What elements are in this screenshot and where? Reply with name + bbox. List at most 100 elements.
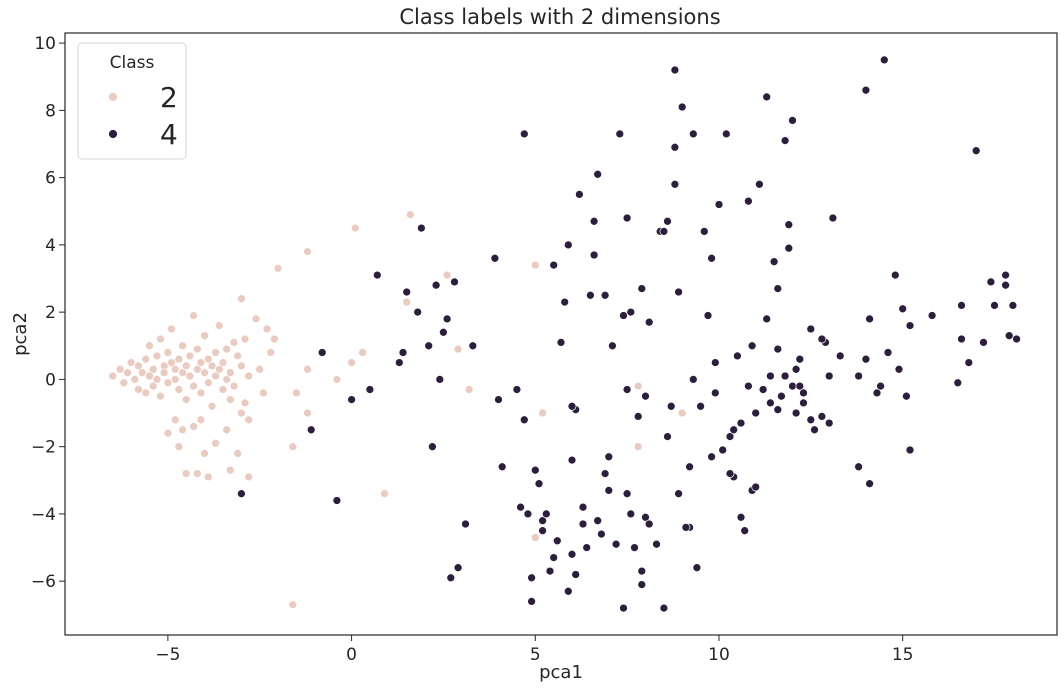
legend-label-4: 4: [160, 118, 178, 151]
point-class-2: [229, 381, 239, 391]
point-class-2: [225, 465, 235, 475]
point-class-2: [152, 351, 162, 361]
point-class-2: [229, 338, 239, 347]
point-class-4: [450, 277, 459, 287]
point-class-4: [736, 418, 746, 428]
point-class-4: [597, 529, 606, 539]
point-class-4: [879, 55, 889, 65]
point-class-4: [332, 496, 342, 505]
point-class-2: [350, 223, 360, 233]
point-class-4: [710, 388, 720, 398]
point-class-4: [703, 311, 713, 320]
y-axis-label: pca2: [10, 312, 31, 356]
point-class-4: [902, 391, 911, 401]
point-class-4: [688, 129, 698, 139]
point-class-2: [233, 351, 243, 361]
point-class-4: [927, 311, 937, 320]
point-class-2: [174, 385, 184, 394]
point-class-4: [1001, 270, 1010, 280]
point-class-4: [791, 408, 801, 418]
point-class-2: [123, 368, 132, 378]
point-class-4: [773, 284, 783, 293]
point-class-4: [494, 395, 503, 404]
point-class-2: [259, 388, 268, 398]
point-class-4: [971, 146, 981, 156]
point-class-4: [556, 338, 566, 347]
point-class-2: [178, 425, 187, 435]
point-class-2: [303, 247, 312, 256]
y-tick-label: 2: [45, 303, 56, 323]
point-class-4: [721, 129, 731, 139]
point-class-4: [780, 136, 790, 145]
point-class-2: [222, 425, 232, 435]
point-class-4: [516, 502, 525, 512]
point-class-2: [163, 348, 173, 357]
point-class-4: [777, 391, 786, 401]
point-class-4: [795, 354, 805, 364]
point-class-4: [402, 287, 412, 297]
point-class-4: [696, 401, 705, 411]
point-class-4: [563, 240, 573, 250]
point-class-4: [586, 290, 595, 300]
y-tick-label: −6: [31, 572, 56, 592]
point-class-2: [185, 371, 195, 381]
point-class-4: [854, 371, 863, 381]
point-class-2: [207, 361, 217, 371]
point-class-2: [237, 294, 246, 304]
point-class-2: [156, 334, 165, 344]
point-class-4: [762, 92, 772, 102]
point-class-4: [446, 573, 456, 583]
point-class-4: [890, 270, 900, 280]
point-class-2: [189, 422, 198, 431]
point-class-2: [270, 334, 279, 344]
point-class-4: [692, 563, 702, 573]
point-class-4: [641, 391, 650, 401]
point-class-4: [519, 415, 529, 425]
point-class-4: [828, 213, 838, 223]
point-class-4: [442, 314, 452, 324]
plot-frame: [64, 32, 1058, 636]
point-class-2: [380, 489, 389, 499]
point-class-4: [622, 213, 632, 223]
point-class-4: [747, 341, 757, 351]
point-class-4: [461, 519, 470, 529]
x-tick-label: 5: [530, 645, 541, 665]
point-class-4: [986, 277, 996, 287]
point-class-2: [303, 408, 312, 418]
point-class-2: [115, 364, 125, 374]
point-class-4: [571, 570, 581, 579]
point-class-2: [262, 324, 272, 334]
point-class-4: [810, 425, 819, 435]
point-class-2: [196, 415, 206, 425]
point-class-2: [211, 438, 220, 448]
point-class-4: [630, 543, 639, 552]
point-class-4: [799, 388, 808, 398]
point-class-2: [137, 368, 147, 378]
point-class-4: [615, 129, 625, 139]
point-class-2: [181, 469, 191, 478]
point-class-4: [641, 512, 650, 522]
point-class-4: [428, 442, 437, 452]
point-class-2: [207, 401, 217, 411]
point-class-4: [237, 489, 246, 499]
point-class-4: [714, 200, 724, 209]
point-class-4: [953, 378, 963, 388]
point-class-4: [894, 364, 904, 374]
point-class-2: [225, 368, 235, 378]
point-class-2: [119, 378, 129, 388]
point-class-2: [358, 348, 367, 357]
point-class-2: [170, 415, 180, 425]
point-class-2: [189, 381, 198, 391]
point-class-4: [758, 385, 768, 394]
point-class-4: [347, 395, 356, 404]
point-class-4: [644, 519, 654, 529]
point-class-4: [791, 364, 801, 374]
point-class-2: [200, 331, 209, 341]
point-class-2: [240, 398, 250, 408]
legend-marker-4: [108, 129, 118, 139]
point-class-4: [861, 85, 871, 95]
point-class-4: [593, 169, 603, 179]
point-class-4: [674, 489, 683, 499]
point-class-2: [225, 395, 235, 404]
point-class-2: [156, 391, 165, 401]
